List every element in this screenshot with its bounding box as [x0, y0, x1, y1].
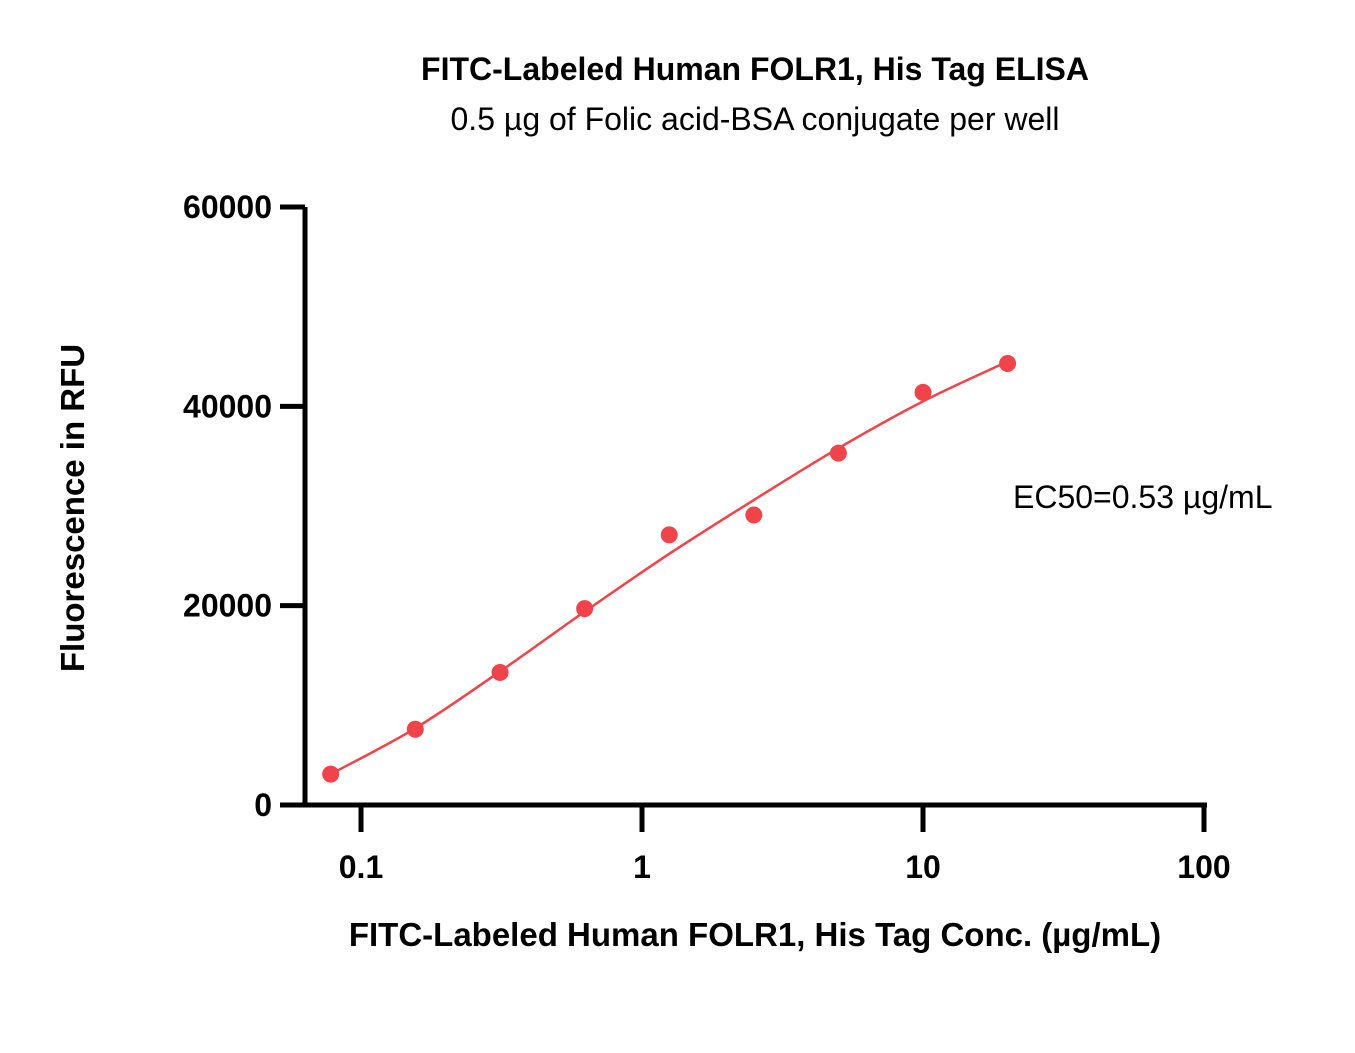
- x-tick-label: 0.1: [339, 849, 383, 885]
- y-tick-label: 0: [254, 787, 272, 823]
- x-axis: 0.1 1 10 100: [280, 802, 1231, 885]
- ec50-annotation: EC50=0.53 µg/mL: [1013, 479, 1272, 515]
- data-point: [999, 354, 1017, 372]
- y-tick-label: 40000: [183, 388, 272, 424]
- data-point: [491, 663, 509, 681]
- data-point: [745, 506, 763, 524]
- y-axis-label: Fluorescence in RFU: [54, 344, 91, 672]
- data-point: [322, 765, 340, 783]
- data-point: [576, 600, 594, 618]
- y-tick-label: 60000: [183, 189, 272, 225]
- chart-subtitle: 0.5 µg of Folic acid-BSA conjugate per w…: [451, 101, 1060, 137]
- x-axis-label: FITC-Labeled Human FOLR1, His Tag Conc. …: [349, 916, 1161, 953]
- data-points: [322, 354, 1017, 783]
- chart-title: FITC-Labeled Human FOLR1, His Tag ELISA: [421, 51, 1089, 87]
- fit-curve-line: [330, 360, 1009, 776]
- data-point: [406, 720, 424, 738]
- x-tick-label: 1: [633, 849, 651, 885]
- data-point: [660, 526, 678, 544]
- x-tick-label: 100: [1177, 849, 1230, 885]
- data-point: [829, 444, 847, 462]
- data-point: [914, 383, 932, 401]
- y-tick-label: 20000: [183, 588, 272, 624]
- x-tick-label: 10: [905, 849, 941, 885]
- y-axis: 0 20000 40000 60000: [183, 189, 308, 823]
